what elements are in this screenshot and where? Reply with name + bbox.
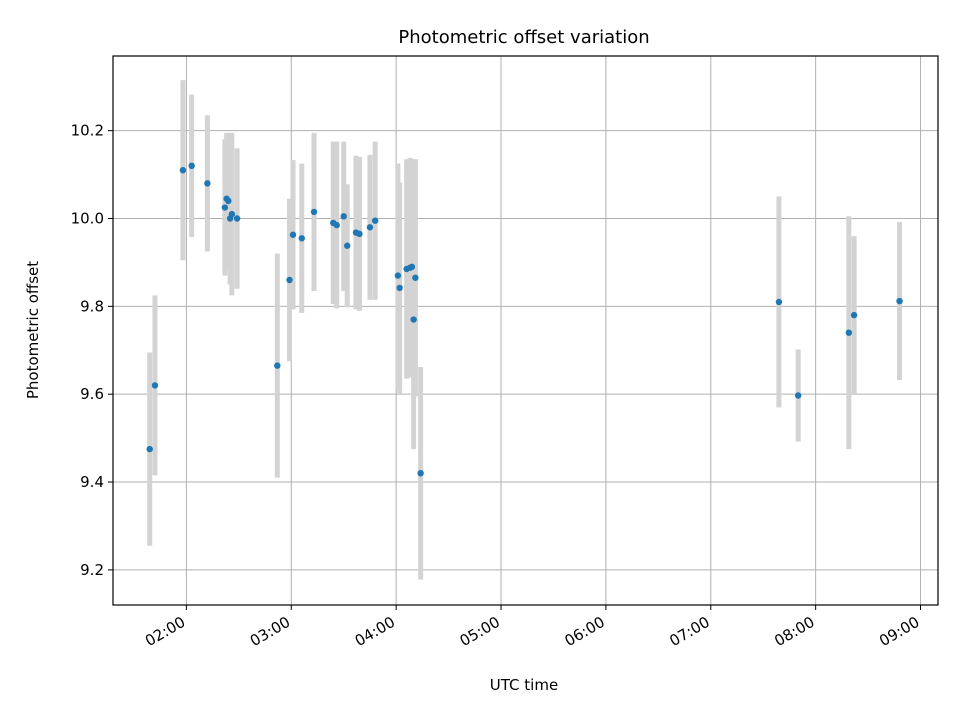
x-tick-label: 05:00 [457,613,503,650]
data-point [410,316,417,323]
y-axis-ticks: 9.2 9.4 9.6 9.8 10.0 10.2 [71,122,113,579]
x-tick-label: 06:00 [561,613,607,650]
data-point [412,274,419,281]
x-axis-title: UTC time [490,676,558,694]
y-tick-label: 10.0 [71,210,104,228]
chart-title: Photometric offset variation [398,27,649,48]
data-point [221,204,229,211]
x-tick-label: 07:00 [666,613,712,650]
data-point [298,235,305,242]
x-tick-label: 09:00 [876,613,922,650]
data-point [340,213,347,220]
data-point [225,197,232,205]
data-point [286,276,293,284]
y-tick-label: 9.4 [80,473,104,491]
data-point [371,217,379,224]
x-tick-label: 03:00 [247,613,293,650]
y-tick-label: 9.6 [80,385,104,403]
data-point [396,284,403,292]
y-tick-label: 9.8 [80,297,104,315]
data-point [228,210,236,218]
y-axis-title: Photometric offset [24,261,42,399]
data-point [845,329,853,336]
data-point [188,162,195,169]
x-tick-label: 08:00 [771,613,817,650]
data-point [310,208,318,216]
data-point [408,263,416,271]
x-tick-label: 02:00 [142,613,188,650]
grid-lines [113,56,938,605]
data-point [850,311,858,319]
data-point [794,392,802,399]
data-point [179,166,187,174]
data-point [289,231,297,238]
data-point [344,242,351,249]
data-point [366,224,374,231]
data-point [775,298,783,306]
y-tick-label: 9.2 [80,561,104,579]
data-point [394,272,402,279]
data-point [233,215,241,222]
data-point [146,445,153,453]
error-bars [147,80,903,580]
y-tick-label: 10.2 [71,122,104,140]
data-point [417,470,424,477]
data-point [333,221,340,229]
x-tick-label: 04:00 [352,613,398,650]
plot-frame [112,55,939,606]
data-points [146,162,903,477]
x-axis-ticks: 02:00 03:00 04:00 05:00 06:00 07:00 08:00 09:00 [142,605,923,650]
data-point [151,382,159,389]
data-point [896,297,903,305]
data-point [204,180,211,187]
data-point [274,362,281,369]
data-point [356,230,363,238]
